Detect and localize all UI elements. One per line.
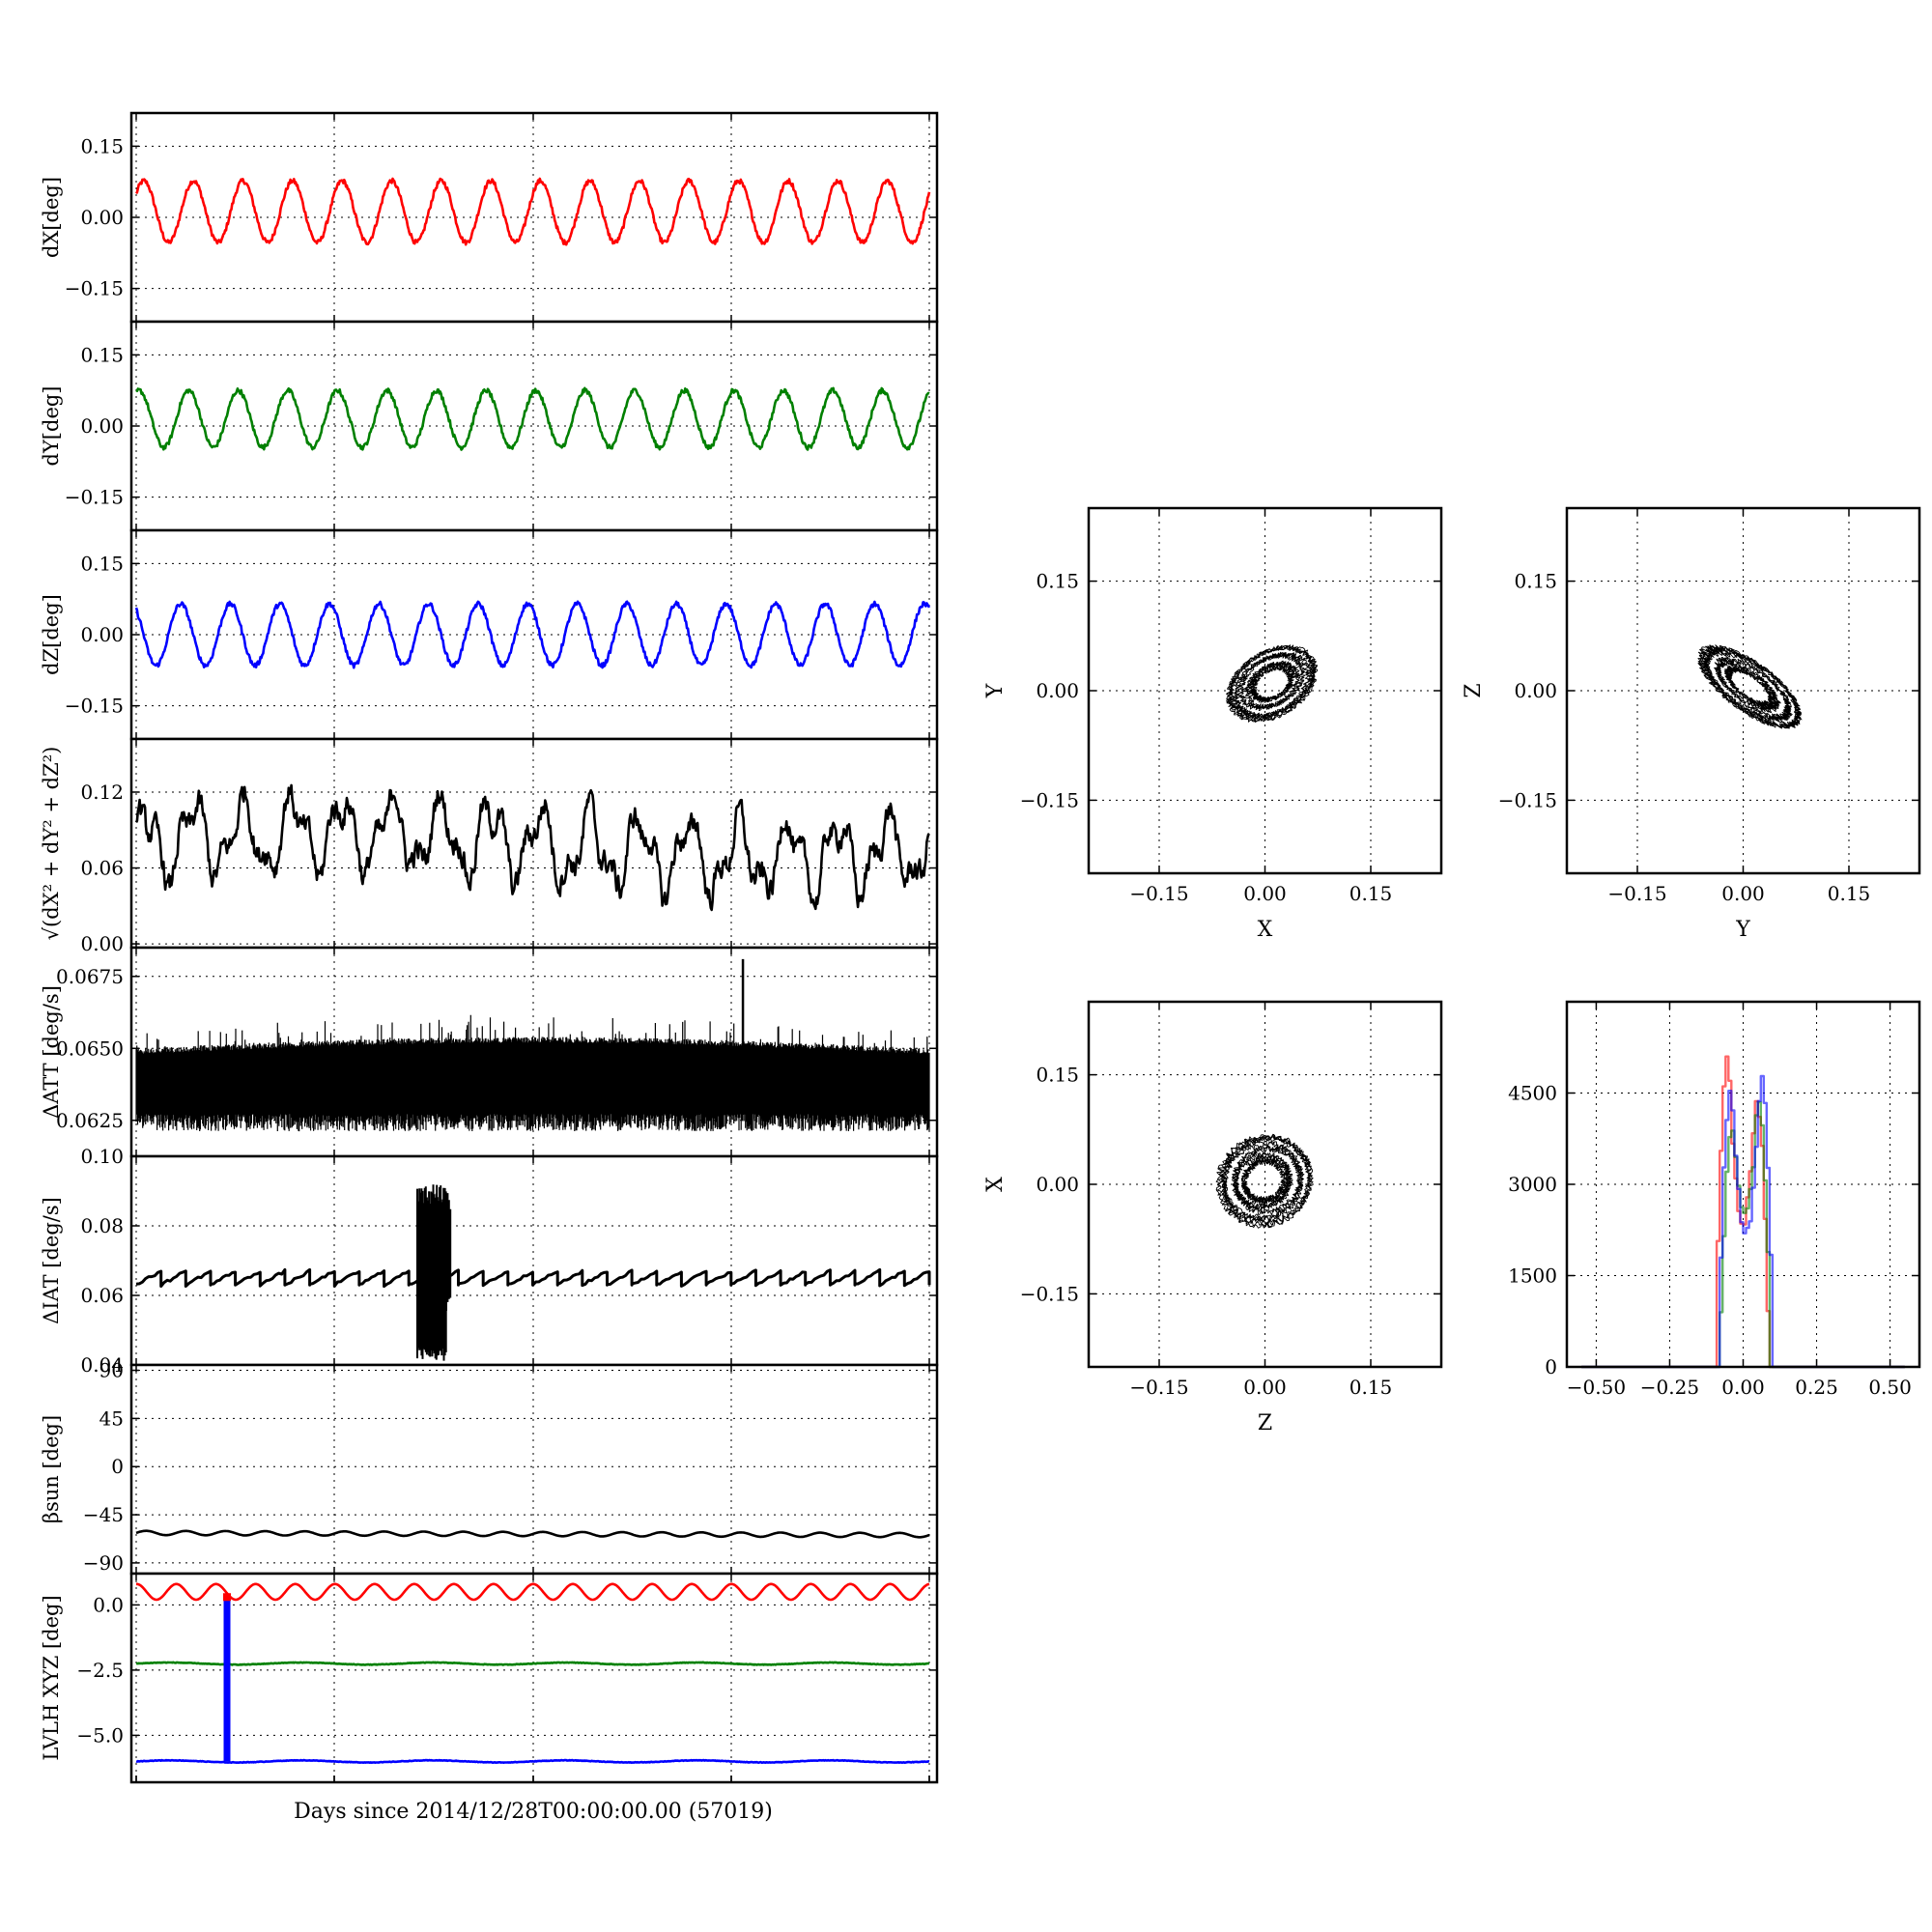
x-tick-label: 0.15 [1350, 1376, 1393, 1399]
lvlh-series-line [135, 1582, 930, 1602]
y-tick-label: −0.15 [1020, 1282, 1079, 1305]
y-tick-label: −0.15 [65, 486, 124, 509]
y-tick-label: −90 [83, 1551, 124, 1575]
x-axis-label: Y [1735, 918, 1750, 942]
x-axis-label: X [1258, 918, 1273, 942]
y-axis-label: ΔATT [deg/s] [40, 985, 63, 1119]
trajectory-line [1697, 644, 1803, 729]
y-axis-label: dY[deg] [40, 385, 63, 466]
small-panel-border [1087, 506, 1443, 875]
y-tick-label: 0.15 [1036, 570, 1079, 593]
x-tick-label: 0.25 [1795, 1376, 1838, 1399]
lvlh-red-marker [223, 1593, 231, 1602]
iat-burst [416, 1184, 452, 1361]
y-tick-label: 0.0625 [56, 1109, 124, 1132]
y-tick-label: 0.04 [80, 1353, 124, 1377]
y-tick-label: 4500 [1508, 1082, 1557, 1105]
small-panel-border [1565, 1000, 1921, 1369]
y-tick-label: −0.15 [1020, 788, 1079, 811]
x-tick-label: 0.50 [1868, 1376, 1912, 1399]
trajectory-line [1226, 644, 1319, 724]
y-tick-label: 0.0650 [56, 1037, 124, 1060]
x-tick-label: −0.15 [1607, 882, 1666, 905]
y-tick-label: 0.00 [1036, 679, 1079, 702]
y-tick-label: 0.08 [80, 1214, 124, 1237]
y-tick-label: 0 [111, 1455, 124, 1478]
y-axis-label: βsun [deg] [40, 1415, 63, 1523]
beta-sun-line [135, 1529, 930, 1539]
series-line [134, 177, 931, 246]
y-tick-label: 3000 [1508, 1173, 1557, 1196]
y-tick-label: 0.15 [80, 343, 124, 366]
small-panel-border [1087, 1000, 1443, 1369]
x-tick-label: −0.15 [1129, 882, 1188, 905]
y-tick-label: 0.00 [80, 414, 124, 438]
lvlh-series-line [135, 1661, 930, 1666]
iat-sawtooth [135, 1267, 931, 1289]
panel-background [131, 739, 937, 948]
y-tick-label: 0.0 [93, 1593, 124, 1616]
y-axis-label: dZ[deg] [40, 594, 63, 675]
att-band-path [135, 1014, 930, 1132]
y-tick-label: 0.15 [1514, 570, 1557, 593]
y-tick-label: −45 [83, 1503, 124, 1526]
y-tick-label: 0.06 [80, 1284, 124, 1307]
y-tick-label: 0.15 [80, 552, 124, 575]
y-tick-label: −0.15 [1498, 788, 1557, 811]
y-tick-label: 0.00 [80, 206, 124, 229]
att-band [135, 1014, 930, 1132]
y-axis-label: Z [1462, 683, 1486, 697]
y-tick-label: 45 [99, 1406, 124, 1430]
y-axis-label: ΔIAT [deg/s] [40, 1197, 63, 1324]
y-tick-label: 90 [99, 1359, 124, 1382]
y-axis-label: √(dX² + dY² + dZ²) [40, 747, 63, 941]
lvlh-series-line [135, 1758, 930, 1764]
y-tick-label: 0.00 [1036, 1173, 1079, 1196]
panel-border [129, 1572, 939, 1784]
y-tick-label: 0.00 [80, 623, 124, 646]
y-axis-label: X [983, 1177, 1008, 1192]
x-tick-label: −0.25 [1640, 1376, 1699, 1399]
y-axis-label: Y [983, 683, 1008, 698]
y-tick-label: −2.5 [76, 1659, 124, 1682]
main-x-axis-label: Days since 2014/12/28T00:00:00.00 (57019… [294, 1800, 773, 1824]
x-tick-label: 0.15 [1828, 882, 1871, 905]
y-tick-label: 0.00 [80, 932, 124, 955]
series-line [135, 386, 930, 451]
panel-background [131, 1365, 937, 1574]
x-axis-label: Z [1258, 1411, 1272, 1435]
trajectory-line [1215, 1133, 1314, 1229]
y-tick-label: 0.15 [80, 134, 124, 157]
x-tick-label: 0.00 [1243, 882, 1287, 905]
panel-background [131, 1574, 937, 1782]
y-tick-label: −5.0 [76, 1723, 124, 1747]
x-tick-label: 0.15 [1350, 882, 1393, 905]
y-axis-label: LVLH XYZ [deg] [40, 1595, 63, 1760]
x-tick-label: −0.50 [1567, 1376, 1626, 1399]
small-panel-border [1565, 506, 1921, 875]
y-tick-label: 0 [1545, 1355, 1557, 1378]
panel-background [131, 1156, 937, 1365]
y-tick-label: −0.15 [65, 695, 124, 718]
y-axis-label: dX[deg] [40, 177, 63, 258]
y-tick-label: 0.12 [80, 781, 124, 804]
y-tick-label: 0.10 [80, 1145, 124, 1168]
x-tick-label: −0.15 [1129, 1376, 1188, 1399]
x-tick-label: 0.00 [1243, 1376, 1287, 1399]
y-tick-label: 0.15 [1036, 1064, 1079, 1087]
y-tick-label: −0.15 [65, 277, 124, 300]
y-tick-label: 1500 [1508, 1264, 1557, 1288]
y-tick-label: 0.00 [1514, 679, 1557, 702]
x-tick-label: 0.00 [1721, 1376, 1765, 1399]
x-tick-label: 0.00 [1721, 882, 1765, 905]
y-tick-label: 0.0675 [56, 965, 124, 988]
series-line [134, 783, 930, 912]
y-tick-label: 0.06 [80, 857, 124, 880]
series-line [134, 600, 931, 669]
